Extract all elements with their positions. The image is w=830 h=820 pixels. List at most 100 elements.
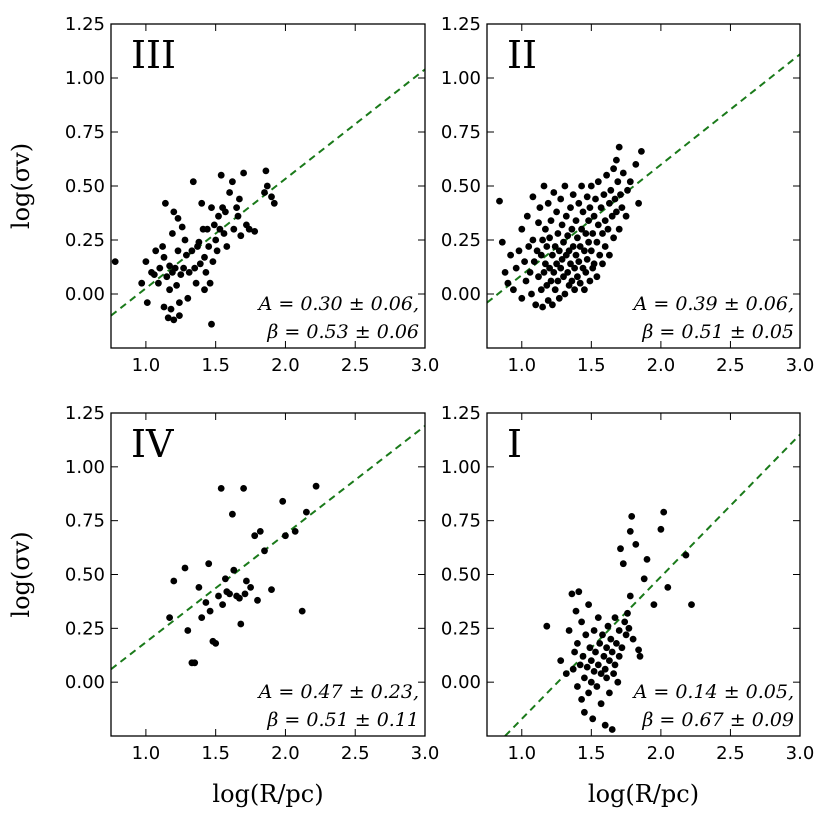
data-point: [624, 186, 631, 194]
data-point: [544, 297, 552, 304]
data-point: [586, 644, 594, 652]
data-point: [217, 485, 225, 492]
data-point: [233, 204, 241, 212]
data-point: [628, 513, 636, 520]
y-tick-label: 1.00: [65, 68, 105, 89]
data-point: [138, 279, 146, 287]
data-point: [236, 594, 243, 602]
data-point: [201, 286, 208, 294]
data-point: [515, 247, 523, 255]
y-tick-label: 0.50: [65, 565, 105, 586]
data-point: [176, 299, 183, 306]
data-point: [303, 508, 310, 516]
data-point: [191, 659, 199, 667]
data-point: [526, 269, 534, 276]
data-point: [594, 221, 602, 229]
data-point: [638, 148, 645, 155]
x-tick-label: 1.0: [507, 355, 536, 376]
data-point: [576, 661, 584, 669]
y-tick-label: 0.75: [65, 511, 105, 532]
data-point: [581, 708, 588, 716]
data-point: [601, 217, 609, 225]
x-tick-label: 1.0: [132, 743, 161, 764]
data-point: [166, 262, 174, 270]
data-point: [632, 161, 640, 168]
data-point: [555, 294, 563, 302]
data-point: [587, 182, 595, 190]
y-tick-label: 1.00: [441, 68, 481, 89]
data-point: [578, 618, 585, 626]
data-point: [635, 646, 642, 654]
data-point: [610, 670, 617, 677]
data-point: [613, 208, 620, 216]
data-point: [279, 497, 287, 505]
data-point: [610, 234, 617, 242]
data-point: [562, 670, 570, 677]
data-point: [539, 303, 546, 311]
data-point: [589, 230, 597, 237]
data-point: [603, 674, 610, 682]
data-point: [206, 279, 214, 287]
data-point: [586, 204, 594, 212]
fit-annotation: β = 0.51 ± 0.11: [266, 709, 419, 731]
data-point: [523, 212, 531, 220]
data-point: [507, 251, 514, 259]
data-point: [202, 269, 210, 276]
x-tick-label: 1.5: [577, 355, 606, 376]
data-point: [216, 225, 224, 233]
data-point: [544, 199, 552, 207]
data-point: [571, 286, 578, 294]
data-point: [574, 234, 581, 242]
data-point: [256, 528, 264, 535]
data-point: [599, 631, 606, 639]
data-point: [298, 607, 306, 615]
data-point: [590, 627, 598, 634]
data-point: [619, 560, 627, 568]
y-axis-label: log(σv): [7, 143, 35, 229]
data-point: [163, 273, 171, 281]
data-point: [608, 648, 616, 656]
data-point: [625, 624, 633, 632]
data-point: [614, 678, 622, 686]
data-point: [212, 640, 220, 647]
data-point: [215, 592, 222, 600]
data-point: [590, 668, 598, 675]
data-point: [557, 195, 565, 203]
data-point: [604, 225, 612, 233]
data-point: [189, 178, 197, 186]
data-point: [597, 700, 605, 708]
data-point: [569, 665, 577, 673]
data-point: [571, 648, 578, 656]
data-point: [593, 683, 601, 690]
data-point: [201, 253, 208, 261]
data-point: [606, 689, 613, 697]
data-point: [599, 260, 606, 268]
data-point: [191, 264, 199, 272]
data-point: [202, 599, 210, 606]
data-point: [543, 282, 551, 289]
data-point: [176, 312, 183, 319]
y-tick-label: 0.00: [65, 284, 105, 305]
data-point: [568, 277, 576, 285]
fit-annotation: A = 0.39 ± 0.06,: [632, 293, 794, 315]
data-point: [150, 271, 158, 278]
data-point: [268, 193, 275, 201]
data-point: [560, 273, 567, 281]
y-tick-label: 0.75: [441, 511, 481, 532]
y-tick-label: 0.00: [441, 672, 481, 693]
data-point: [251, 228, 259, 235]
data-point: [181, 236, 189, 244]
data-point: [162, 199, 169, 207]
data-point: [569, 191, 577, 199]
data-point: [282, 532, 289, 540]
data-point: [236, 195, 243, 203]
data-point: [557, 264, 565, 272]
data-point: [229, 178, 236, 186]
data-point: [170, 316, 178, 324]
data-point: [597, 670, 605, 677]
data-point: [226, 590, 234, 598]
data-point: [571, 264, 578, 272]
data-point: [594, 614, 602, 621]
data-point: [171, 264, 179, 272]
data-point: [650, 601, 658, 608]
